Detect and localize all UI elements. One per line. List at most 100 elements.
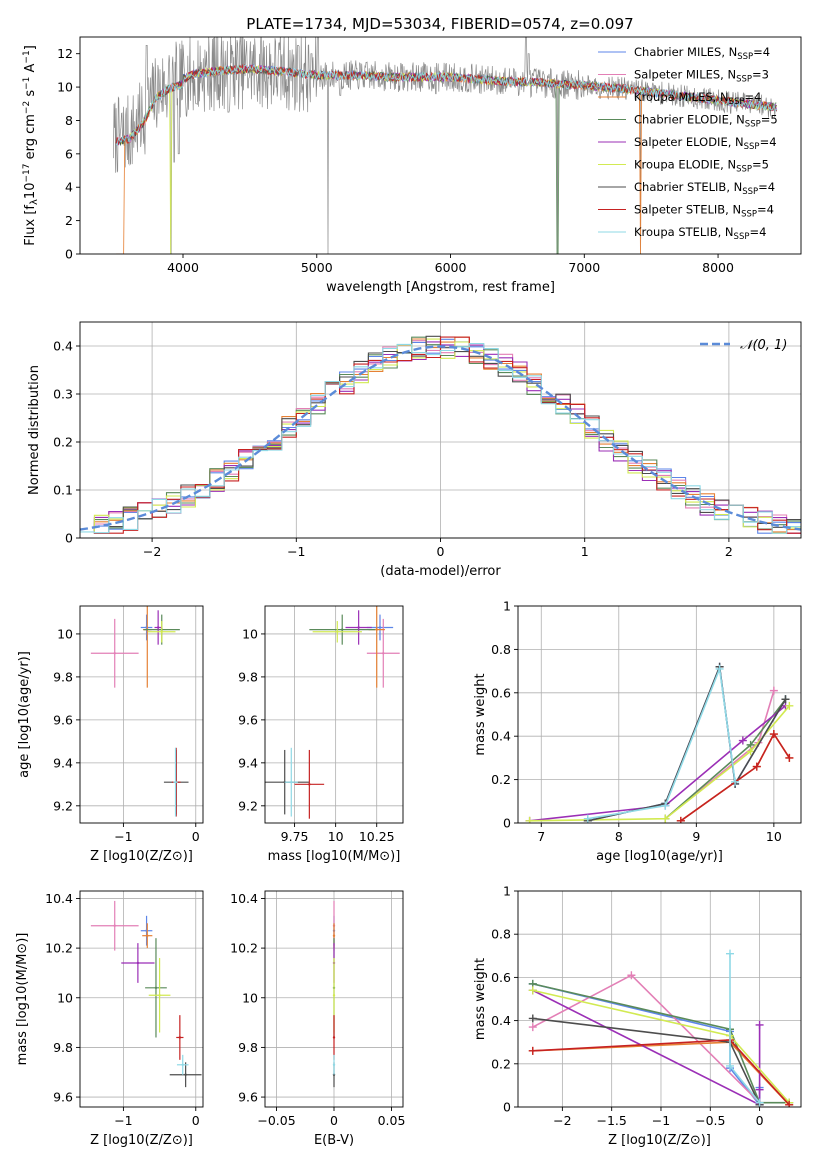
- y-tick-label: 12: [57, 46, 73, 61]
- data-point-marker: [769, 730, 778, 739]
- data-point-marker: [525, 816, 534, 823]
- data-point: [113, 652, 116, 655]
- legend-suffix: =4: [744, 90, 761, 104]
- data-point-marker: [726, 949, 735, 958]
- legend-label: Kroupa MILES, N: [634, 90, 729, 104]
- x-tick-label: −1: [114, 829, 132, 844]
- mass-weight-vs-Z-data: [528, 949, 794, 1107]
- x-axis-label: age [log10(age/yr)]: [596, 849, 723, 864]
- x-axis-label: wavelength [Angstrom, rest frame]: [326, 280, 555, 295]
- data-point: [332, 934, 336, 937]
- x-tick-label: 8: [615, 829, 623, 844]
- legend-sub: SSP: [729, 97, 745, 107]
- legend-entry: Salpeter STELIB, NSSP=4: [634, 203, 774, 220]
- data-point: [174, 780, 177, 784]
- legend-label: Kroupa STELIB, N: [634, 225, 734, 239]
- y-axis-label: mass [log10(M/M⊙)]: [15, 933, 30, 1066]
- mass-vs-ebv-data: [332, 900, 336, 1088]
- x-tick-label: 8000: [702, 260, 734, 275]
- y-tick-label: 1: [503, 599, 511, 614]
- mass-vs-Z-panel: −1 0 9.6 9.8 10 10.2 10.4 Z [log10(Z/Z⊙)] mass […: [15, 890, 204, 1148]
- x-tick-label: 10: [766, 829, 782, 844]
- y-tick-label: 10: [57, 80, 73, 95]
- y-tick-label: 0: [65, 247, 73, 262]
- y-axis-label: mass weight: [473, 958, 488, 1040]
- legend-suffix: =5: [761, 113, 778, 127]
- x-tick-label: 0: [437, 544, 445, 559]
- legend-suffix: =4: [757, 203, 774, 217]
- legend-suffix: =5: [752, 158, 769, 172]
- x-tick-label: −1: [114, 1113, 132, 1128]
- y-tick-label: 0: [503, 1100, 511, 1115]
- data-point-marker: [755, 1085, 764, 1094]
- data-point: [332, 1063, 336, 1066]
- y-tick-label: 0.8: [491, 927, 511, 942]
- spectrum-data: [113, 37, 778, 254]
- y-tick-label: 9.4: [53, 755, 73, 770]
- data-point: [156, 626, 160, 629]
- data-point: [178, 1036, 182, 1039]
- y-tick-label: 8: [65, 113, 73, 128]
- label-part: erg cm: [23, 114, 38, 163]
- data-point: [184, 1073, 187, 1076]
- data-point: [113, 924, 116, 927]
- y-tick-label: 9.6: [238, 712, 258, 727]
- mass-vs-Z-data: [90, 900, 202, 1088]
- mass-weight-series-line: [729, 953, 761, 1104]
- data-point: [336, 630, 339, 633]
- data-point-marker: [528, 1046, 537, 1055]
- legend-label: Salpeter STELIB, N: [634, 203, 741, 217]
- label-part: A: [23, 63, 38, 76]
- mass-weight-series-line: [529, 705, 791, 822]
- y-tick-label: 4: [65, 180, 73, 195]
- legend-sub: SSP: [742, 187, 758, 197]
- x-axis-label: E(B-V): [314, 1133, 354, 1148]
- mass-vs-ebv-panel: −0.05 0 0.05 9.6 9.8 10 10.2 10.4 E(B-V): [230, 890, 405, 1148]
- x-tick-label: 7: [537, 829, 545, 844]
- y-tick-label: 0.2: [491, 772, 511, 787]
- y-tick-label: 9.4: [238, 755, 258, 770]
- data-point-marker: [752, 762, 761, 771]
- data-point-marker: [726, 1061, 735, 1070]
- label-part: 10: [23, 183, 38, 200]
- age-vs-Z-data: [90, 606, 189, 817]
- model-spectrum-line: [115, 63, 777, 145]
- x-tick-label: 10.25: [359, 829, 395, 844]
- axes-frame: [264, 605, 404, 824]
- y-tick-label: 0.6: [491, 685, 511, 700]
- x-tick-label: 0: [330, 1113, 338, 1128]
- legend-suffix: =4: [760, 135, 777, 149]
- label-part: −1: [22, 77, 32, 90]
- x-axis-label: mass [log10(M/M⊙)]: [268, 849, 401, 864]
- y-tick-label: 10.4: [230, 891, 258, 906]
- data-point-marker: [769, 686, 778, 695]
- legend-entry: Kroupa MILES, NSSP=4: [634, 90, 761, 107]
- y-tick-label: 9.8: [238, 1040, 258, 1055]
- x-tick-label: −2: [553, 1113, 571, 1128]
- data-point: [332, 994, 336, 997]
- data-point-marker: [528, 986, 537, 995]
- data-point-marker: [528, 1023, 537, 1032]
- data-point-marker: [583, 814, 592, 823]
- mass-weight-series-line: [664, 690, 775, 820]
- axes-frame: [517, 605, 802, 824]
- legend-suffix: =4: [758, 180, 775, 194]
- y-tick-label: 10: [57, 990, 73, 1005]
- y-tick-label: 0.1: [53, 483, 73, 498]
- y-tick-label: 0.3: [53, 387, 73, 402]
- model-spectrum-line: [115, 64, 777, 146]
- data-point: [378, 626, 382, 629]
- figure-title: PLATE=1734, MJD=53034, FIBERID=0574, z=0…: [246, 15, 633, 33]
- data-point: [154, 986, 158, 990]
- axes-frame: [79, 321, 802, 539]
- data-point: [308, 783, 311, 786]
- legend-sub: SSP: [744, 142, 760, 152]
- x-axis-label: Z [log10(Z/Z⊙)]: [608, 1133, 711, 1148]
- y-tick-label: 9.6: [238, 1090, 258, 1105]
- legend-sub: SSP: [745, 120, 761, 130]
- y-tick-label: 1: [503, 884, 511, 899]
- mass-weight-vs-age-data: [525, 662, 794, 823]
- normal-distribution-curve: [80, 345, 801, 531]
- legend-sub: SSP: [736, 75, 752, 85]
- x-tick-label: −2: [143, 544, 161, 559]
